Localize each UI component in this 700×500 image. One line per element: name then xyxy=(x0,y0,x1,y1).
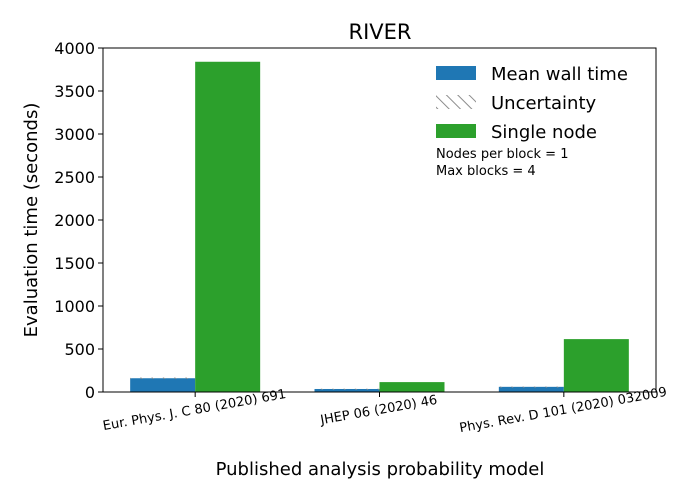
x-tick-label: JHEP 06 (2020) 46 xyxy=(318,393,438,429)
note-max-blocks: Max blocks = 4 xyxy=(436,164,536,179)
x-axis-ticks: Eur. Phys. J. C 80 (2020) 691 JHEP 06 (20… xyxy=(102,385,668,436)
bar-single-node xyxy=(563,339,629,392)
y-axis-ticks: 0 500 1000 1500 2000 2500 3000 3500 4000 xyxy=(54,39,103,402)
bar-mean-wall-time xyxy=(498,386,564,392)
y-tick-label: 0 xyxy=(85,383,95,402)
legend-label-uncertainty: Uncertainty xyxy=(491,93,597,114)
legend-label-single-node: Single node xyxy=(491,122,597,143)
bar-single-node xyxy=(195,61,261,392)
y-tick-label: 1000 xyxy=(54,297,95,316)
legend-swatch-uncertainty xyxy=(436,95,476,109)
legend-swatch-mean-wall-time xyxy=(436,66,476,80)
y-tick-label: 2000 xyxy=(54,211,95,230)
uncertainty-band xyxy=(314,388,380,390)
chart-title: RIVER xyxy=(348,20,411,44)
uncertainty-band xyxy=(498,386,564,388)
y-tick-label: 3000 xyxy=(54,125,95,144)
y-axis-label: Evaluation time (seconds) xyxy=(21,103,42,338)
uncertainty-band xyxy=(130,377,196,379)
x-tick-label: Eur. Phys. J. C 80 (2020) 691 xyxy=(102,387,288,434)
legend-swatch-single-node xyxy=(436,124,476,138)
legend-label-mean-wall-time: Mean wall time xyxy=(491,64,628,85)
plot-frame xyxy=(102,47,657,393)
x-tick-label: Phys. Rev. D 101 (2020) 032009 xyxy=(458,385,668,436)
x-axis-label: Published analysis probability model xyxy=(216,459,545,480)
legend: Mean wall time Uncertainty Single node N… xyxy=(436,64,628,179)
y-tick-label: 1500 xyxy=(54,254,95,273)
note-nodes-per-block: Nodes per block = 1 xyxy=(436,147,568,162)
y-tick-label: 4000 xyxy=(54,39,95,58)
y-tick-label: 500 xyxy=(64,340,95,359)
bar-mean-wall-time xyxy=(130,378,196,392)
y-tick-label: 2500 xyxy=(54,168,95,187)
bar-single-node xyxy=(379,382,445,392)
bars-group xyxy=(130,61,629,392)
y-tick-label: 3500 xyxy=(54,82,95,101)
bar-mean-wall-time xyxy=(314,388,380,392)
